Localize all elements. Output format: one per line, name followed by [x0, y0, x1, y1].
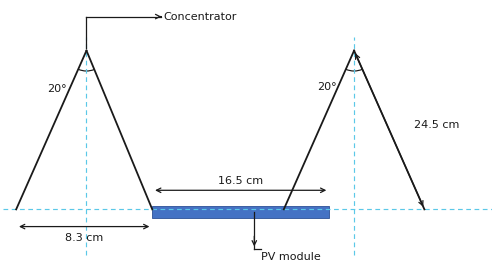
Text: Concentrator: Concentrator [163, 12, 237, 22]
Text: 8.3 cm: 8.3 cm [65, 233, 103, 243]
Text: 20°: 20° [317, 82, 337, 92]
Bar [152, 206, 329, 218]
Text: 24.5 cm: 24.5 cm [414, 121, 459, 130]
Text: PV module: PV module [261, 252, 321, 261]
Text: 16.5 cm: 16.5 cm [218, 176, 263, 186]
Text: 20°: 20° [47, 84, 67, 94]
